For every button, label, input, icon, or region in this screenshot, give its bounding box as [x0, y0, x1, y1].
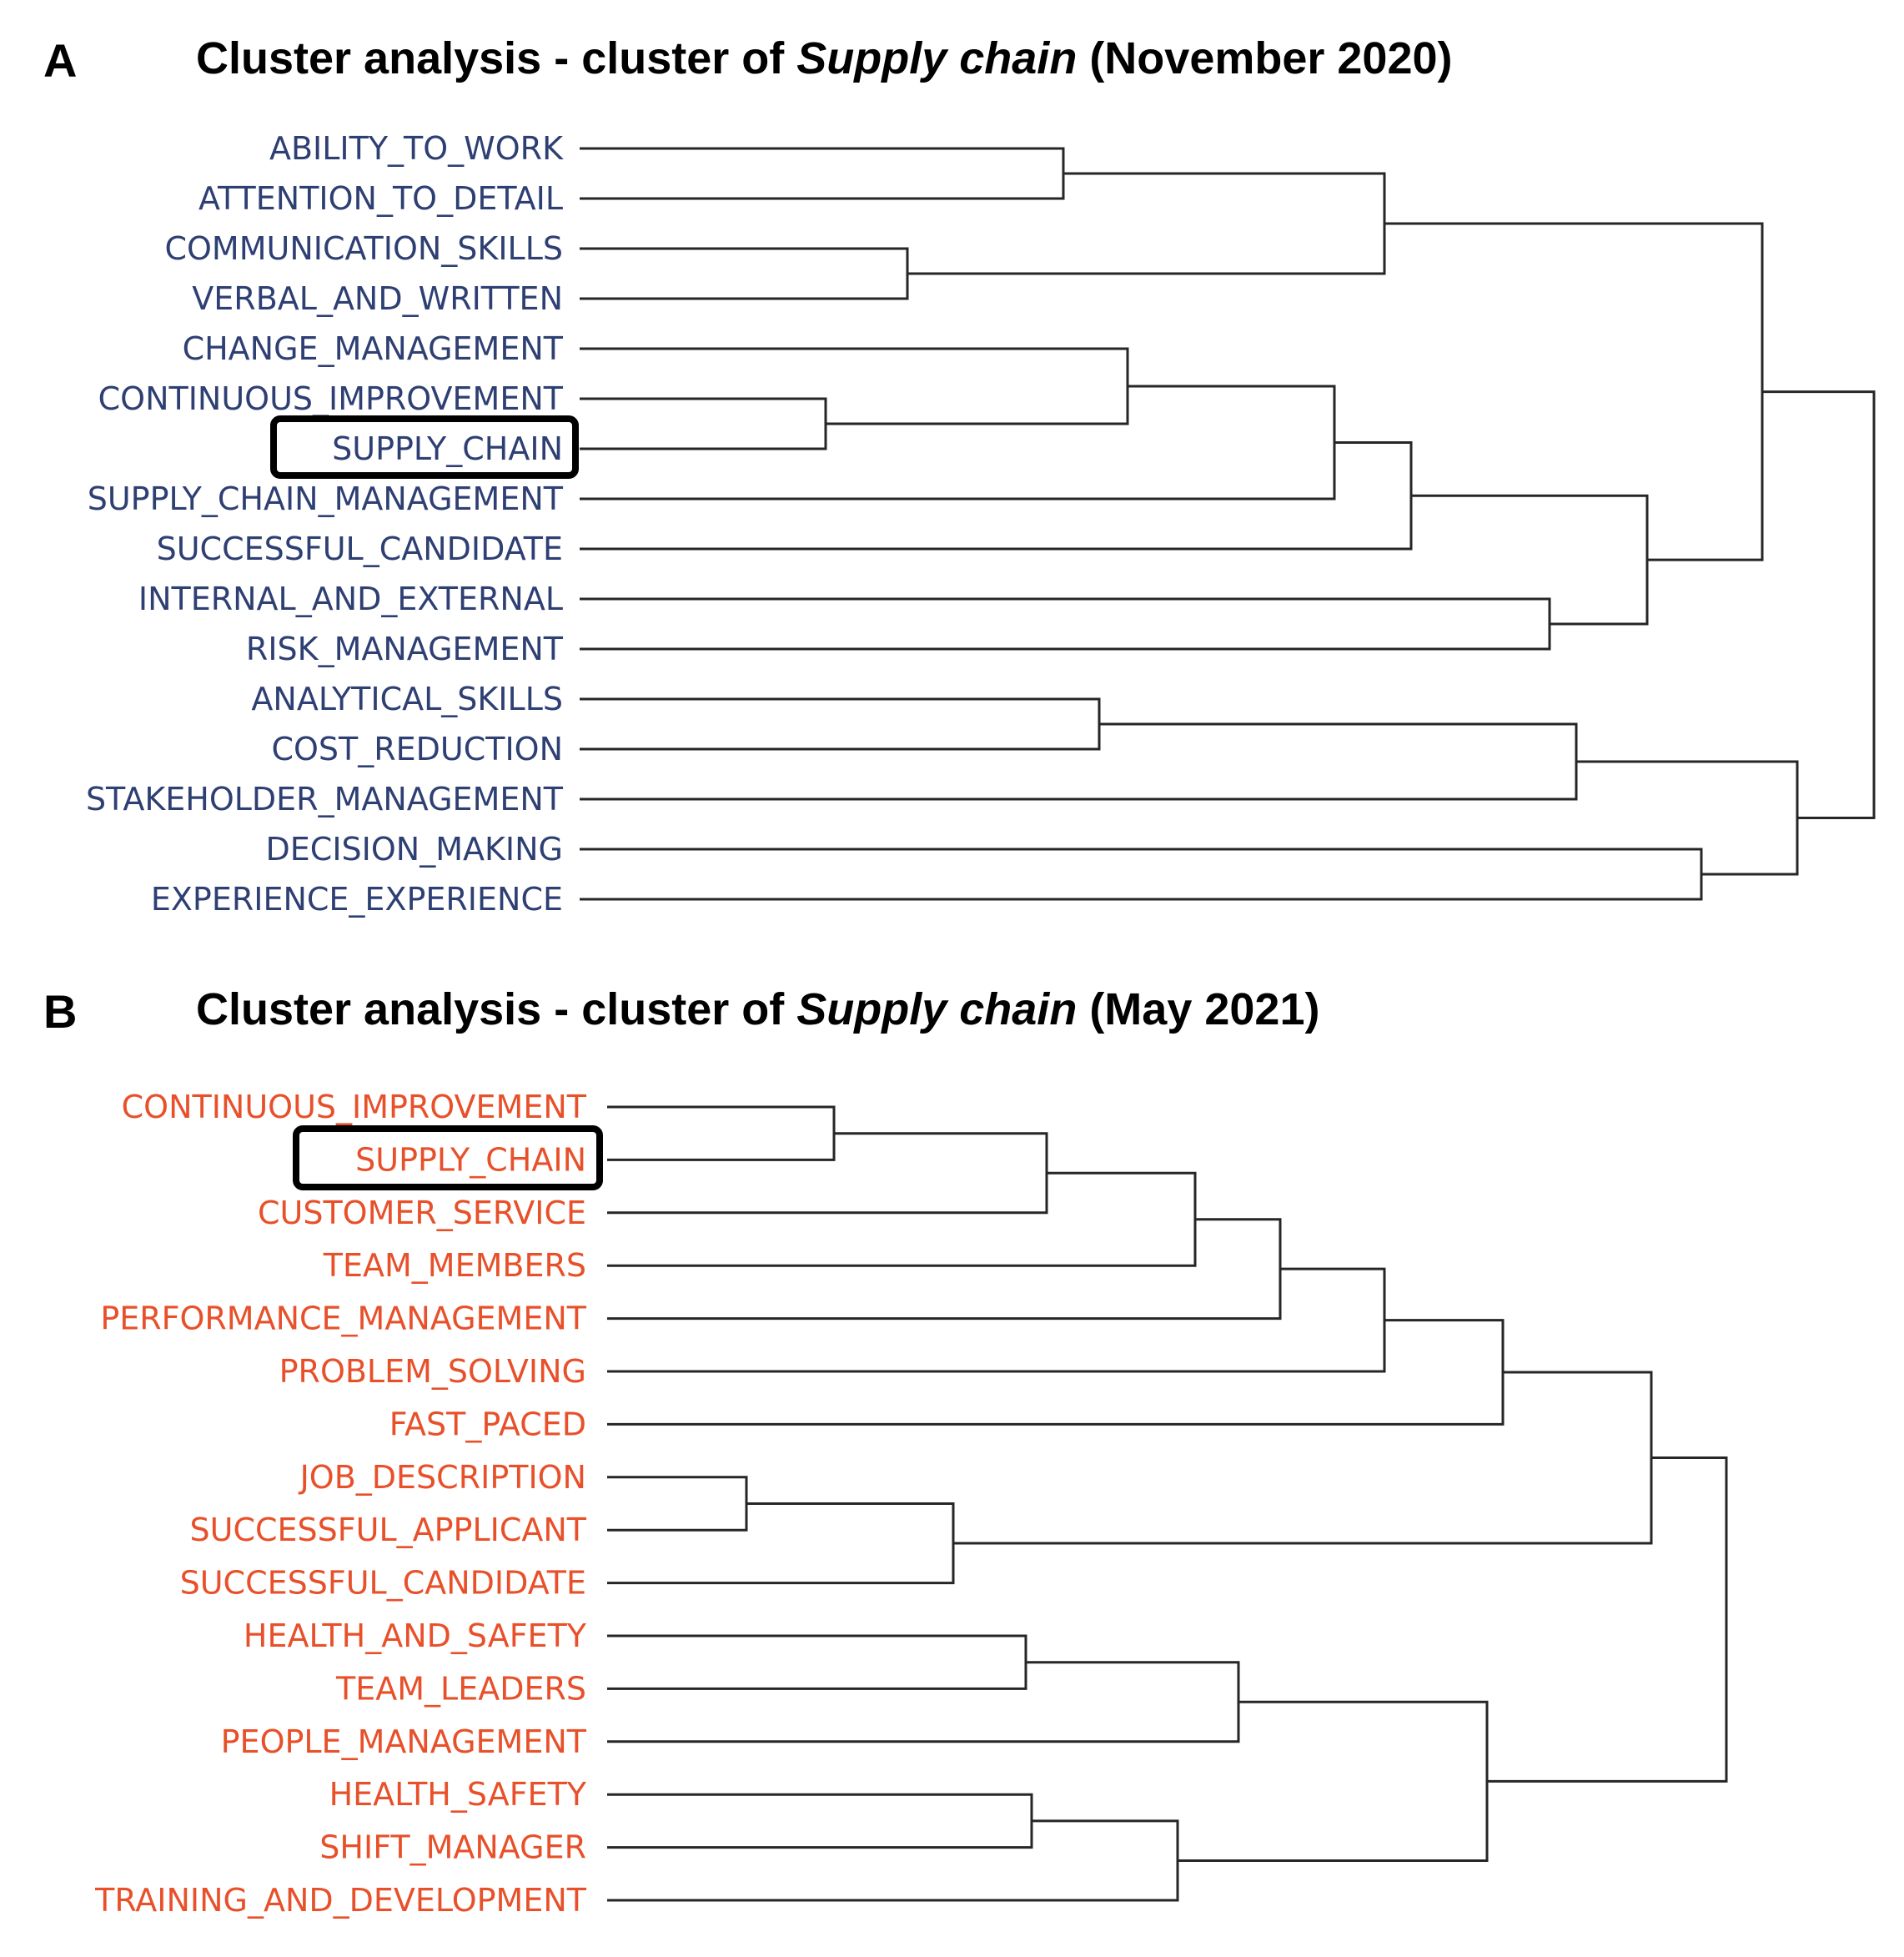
leaf-label: INTERNAL_AND_EXTERNAL: [138, 581, 563, 617]
dendrogram-link: [607, 1793, 1033, 1849]
leaf-label: RISK_MANAGEMENT: [246, 631, 564, 667]
panel-b-title: Cluster analysis - cluster of Supply cha…: [196, 984, 1319, 1034]
leaf-label: ABILITY_TO_WORK: [269, 130, 564, 167]
dendrogram-link: [580, 441, 1413, 551]
dendrogram-link: [580, 848, 1703, 901]
dendrogram-link: [607, 1661, 1240, 1743]
dendrogram-link: [580, 147, 1065, 200]
leaf-label: CUSTOMER_SERVICE: [258, 1195, 586, 1231]
leaf-label: DECISION_MAKING: [266, 831, 563, 868]
dendrogram-link: [1487, 1456, 1728, 1783]
dendrogram-a: ABILITY_TO_WORK ATTENTION_TO_DETAIL COMMUN…: [86, 130, 1876, 918]
leaf-label: FAST_PACED: [389, 1406, 586, 1442]
dendrogram-link: [580, 385, 1336, 501]
leaf-label: SUCCESSFUL_CANDIDATE: [180, 1565, 586, 1602]
panel-a-title: Cluster analysis - cluster of Supply cha…: [196, 33, 1453, 83]
dendrogram-link: [907, 172, 1386, 275]
dendrogram-link: [580, 397, 827, 450]
dendrogram-link: [607, 1171, 1197, 1267]
dendrogram-b: CONTINUOUS_IMPROVEMENT SUPPLY_CHAIN CUSTOM…: [94, 1089, 1728, 1919]
dendrogram-link: [1411, 494, 1649, 626]
leaf-label: VERBAL_AND_WRITTEN: [192, 280, 563, 317]
leaf-label: SUPPLY_CHAIN: [355, 1141, 586, 1178]
leaf-label: HEALTH_AND_SAFETY: [244, 1617, 587, 1654]
dendrogram-link: [1178, 1700, 1489, 1862]
leaf-label: HEALTH_SAFETY: [329, 1776, 587, 1813]
dendrogram-link: [607, 1267, 1386, 1373]
panel-a-title-prefix: Cluster analysis - cluster of: [196, 33, 796, 83]
panel-a-letter: A: [43, 34, 77, 87]
leaf-label: SUCCESSFUL_APPLICANT: [190, 1512, 587, 1548]
leaf-label: TEAM_MEMBERS: [323, 1247, 586, 1284]
leaf-label: ANALYTICAL_SKILLS: [251, 681, 563, 717]
panel-b-title-italic: Supply chain: [796, 984, 1077, 1034]
leaf-label: COST_REDUCTION: [271, 731, 563, 767]
dendrogram-link: [580, 597, 1551, 651]
dendrogram-link: [607, 1819, 1179, 1902]
leaf-label: STAKEHOLDER_MANAGEMENT: [86, 781, 564, 818]
dendrogram-link: [607, 1218, 1282, 1321]
leaf-label: SHIFT_MANAGER: [319, 1829, 586, 1866]
dendrogram-link: [953, 1371, 1653, 1545]
panel-b-letter: B: [43, 985, 77, 1038]
highlight-box: [293, 1125, 603, 1190]
leaf-label: PEOPLE_MANAGEMENT: [221, 1723, 587, 1760]
leaf-label: SUPPLY_CHAIN_MANAGEMENT: [88, 480, 564, 517]
leaf-label: JOB_DESCRIPTION: [299, 1459, 586, 1496]
leaf-label: PROBLEM_SOLVING: [279, 1353, 586, 1390]
leaf-label: TEAM_LEADERS: [335, 1670, 586, 1707]
panel-b-title-suffix: (May 2021): [1077, 984, 1319, 1034]
leaf-label: EXPERIENCE_EXPERIENCE: [151, 881, 563, 918]
highlight-box: [270, 415, 579, 479]
leaf-label: ATTENTION_TO_DETAIL: [198, 180, 563, 217]
dendrogram-link: [607, 1132, 1048, 1215]
panel-a-title-italic: Supply chain: [796, 33, 1077, 83]
leaf-label: CONTINUOUS_IMPROVEMENT: [122, 1089, 587, 1125]
dendrogram-link: [1576, 760, 1799, 876]
dendrogram-link: [1762, 390, 1876, 819]
dendrogram-link: [1384, 222, 1764, 561]
leaf-label: COMMUNICATION_SKILLS: [164, 230, 563, 267]
dendrogram-link: [580, 247, 909, 300]
dendrogram-link: [607, 1105, 836, 1161]
dendrogram-link: [580, 347, 1129, 425]
leaf-label: SUCCESSFUL_CANDIDATE: [157, 531, 563, 567]
leaf-label: PERFORMANCE_MANAGEMENT: [100, 1300, 586, 1337]
dendrogram-link: [580, 697, 1101, 751]
dendrogram-link: [607, 1502, 955, 1585]
panel-a-title-suffix: (November 2020): [1077, 33, 1452, 83]
leaf-label: SUPPLY_CHAIN: [332, 430, 563, 467]
dendrogram-link: [580, 722, 1578, 801]
dendrogram-link: [607, 1476, 748, 1532]
dendrogram-link: [607, 1634, 1027, 1690]
panel-b-title-prefix: Cluster analysis - cluster of: [196, 984, 796, 1034]
leaf-label: CHANGE_MANAGEMENT: [183, 330, 564, 367]
leaf-label: TRAINING_AND_DEVELOPMENT: [94, 1882, 587, 1919]
leaf-label: CONTINUOUS_IMPROVEMENT: [98, 380, 564, 417]
